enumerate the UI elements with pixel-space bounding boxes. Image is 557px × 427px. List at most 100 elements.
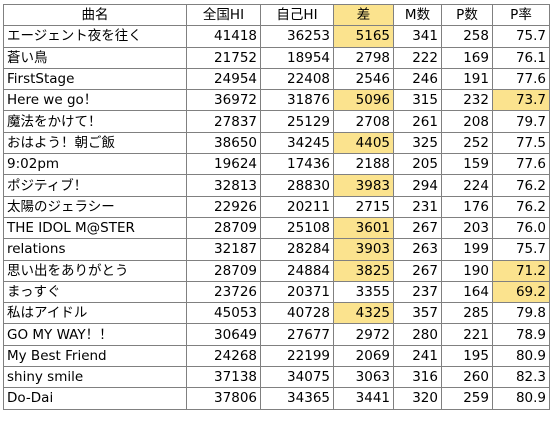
cell-national-hi[interactable]: 27837 [186,110,261,133]
cell-m-count[interactable]: 267 [393,216,442,240]
cell-national-hi[interactable]: 23726 [186,280,261,304]
cell-own-hi[interactable]: 18954 [260,46,334,69]
cell-m-count[interactable]: 341 [393,25,442,48]
cell-difference[interactable]: 3063 [333,366,394,389]
cell-national-hi[interactable]: 24268 [186,344,261,368]
cell-p-rate[interactable]: 78.9 [492,323,550,346]
cell-national-hi[interactable]: 41418 [186,25,261,48]
cell-m-count[interactable]: 267 [393,259,442,282]
cell-p-count[interactable]: 221 [441,323,493,346]
cell-p-count[interactable]: 190 [441,259,493,282]
cell-national-hi[interactable]: 38650 [186,131,261,155]
cell-national-hi[interactable]: 24954 [186,67,261,91]
cell-p-rate[interactable]: 76.2 [492,195,550,218]
cell-m-count[interactable]: 263 [393,238,442,261]
cell-p-count[interactable]: 159 [441,153,493,176]
cell-p-count[interactable]: 258 [441,25,493,48]
cell-national-hi[interactable]: 32813 [186,174,261,197]
header-national-hi[interactable]: 全国HI [186,3,261,27]
cell-song-name[interactable]: 太陽のジェラシー [3,195,187,218]
cell-song-name[interactable]: おはよう！朝ご飯 [3,131,187,155]
cell-song-name[interactable]: FirstStage [3,67,187,91]
cell-own-hi[interactable]: 20211 [260,195,334,218]
cell-p-rate[interactable]: 71.2 [492,259,550,282]
cell-p-rate[interactable]: 75.7 [492,238,550,261]
header-own-hi[interactable]: 自己HI [260,3,334,27]
cell-own-hi[interactable]: 34365 [260,387,334,410]
cell-p-count[interactable]: 164 [441,280,493,304]
cell-own-hi[interactable]: 28830 [260,174,334,197]
header-p-rate[interactable]: P率 [492,3,550,27]
cell-difference[interactable]: 3825 [333,259,394,282]
header-m-count[interactable]: M数 [393,3,442,27]
cell-own-hi[interactable]: 22408 [260,67,334,91]
cell-m-count[interactable]: 241 [393,344,442,368]
cell-difference[interactable]: 2546 [333,67,394,91]
cell-song-name[interactable]: Here we go！ [3,89,187,112]
cell-m-count[interactable]: 280 [393,323,442,346]
cell-own-hi[interactable]: 34245 [260,131,334,155]
cell-p-count[interactable]: 199 [441,238,493,261]
cell-p-count[interactable]: 203 [441,216,493,240]
cell-own-hi[interactable]: 28284 [260,238,334,261]
cell-p-count[interactable]: 224 [441,174,493,197]
cell-difference[interactable]: 3441 [333,387,394,410]
cell-song-name[interactable]: My Best Friend [3,344,187,368]
cell-song-name[interactable]: 思い出をありがとう [3,259,187,282]
cell-song-name[interactable]: 魔法をかけて！ [3,110,187,133]
cell-own-hi[interactable]: 20371 [260,280,334,304]
cell-difference[interactable]: 2972 [333,323,394,346]
header-difference[interactable]: 差 [333,3,394,27]
cell-p-count[interactable]: 252 [441,131,493,155]
cell-m-count[interactable]: 320 [393,387,442,410]
cell-difference[interactable]: 3983 [333,174,394,197]
cell-m-count[interactable]: 315 [393,89,442,112]
cell-m-count[interactable]: 325 [393,131,442,155]
cell-national-hi[interactable]: 36972 [186,89,261,112]
cell-difference[interactable]: 5165 [333,25,394,48]
cell-p-rate[interactable]: 73.7 [492,89,550,112]
cell-m-count[interactable]: 246 [393,67,442,91]
cell-song-name[interactable]: 蒼い鳥 [3,46,187,69]
cell-difference[interactable]: 2069 [333,344,394,368]
header-song-name[interactable]: 曲名 [3,3,187,27]
cell-p-rate[interactable]: 80.9 [492,344,550,368]
cell-p-rate[interactable]: 76.2 [492,174,550,197]
cell-difference[interactable]: 2708 [333,110,394,133]
cell-song-name[interactable]: shiny smile [3,366,187,389]
cell-own-hi[interactable]: 34075 [260,366,334,389]
cell-song-name[interactable]: エージェント夜を往く [3,25,187,48]
cell-national-hi[interactable]: 37138 [186,366,261,389]
cell-difference[interactable]: 4405 [333,131,394,155]
cell-own-hi[interactable]: 17436 [260,153,334,176]
cell-own-hi[interactable]: 40728 [260,302,334,325]
cell-own-hi[interactable]: 31876 [260,89,334,112]
cell-p-rate[interactable]: 80.9 [492,387,550,410]
cell-m-count[interactable]: 237 [393,280,442,304]
cell-difference[interactable]: 3355 [333,280,394,304]
cell-own-hi[interactable]: 36253 [260,25,334,48]
cell-difference[interactable]: 4325 [333,302,394,325]
cell-national-hi[interactable]: 30649 [186,323,261,346]
cell-p-rate[interactable]: 77.5 [492,131,550,155]
cell-song-name[interactable]: GO MY WAY！！ [3,323,187,346]
cell-p-count[interactable]: 191 [441,67,493,91]
cell-p-count[interactable]: 195 [441,344,493,368]
cell-song-name[interactable]: ポジティブ！ [3,174,187,197]
cell-p-count[interactable]: 232 [441,89,493,112]
cell-m-count[interactable]: 231 [393,195,442,218]
cell-difference[interactable]: 2798 [333,46,394,69]
cell-song-name[interactable]: まっすぐ [3,280,187,304]
cell-song-name[interactable]: relations [3,238,187,261]
cell-difference[interactable]: 2188 [333,153,394,176]
cell-own-hi[interactable]: 25108 [260,216,334,240]
cell-p-rate[interactable]: 79.7 [492,110,550,133]
cell-song-name[interactable]: Do-Dai [3,387,187,410]
cell-p-count[interactable]: 259 [441,387,493,410]
cell-m-count[interactable]: 261 [393,110,442,133]
cell-national-hi[interactable]: 32187 [186,238,261,261]
cell-own-hi[interactable]: 25129 [260,110,334,133]
cell-p-count[interactable]: 285 [441,302,493,325]
cell-difference[interactable]: 3903 [333,238,394,261]
cell-national-hi[interactable]: 45053 [186,302,261,325]
